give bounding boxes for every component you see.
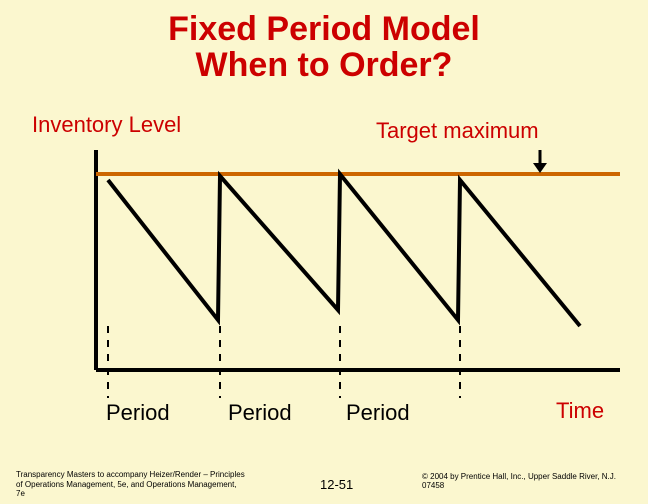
footer-copyright: © 2004 by Prentice Hall, Inc., Upper Sad…	[422, 472, 632, 490]
footer-left: Transparency Masters to accompany Heizer…	[16, 470, 246, 498]
slide: { "background_color": "#fbf7cf", "title"…	[0, 0, 648, 504]
inventory-chart	[60, 150, 620, 430]
slide-title: Fixed Period Model When to Order?	[0, 12, 648, 83]
label-target-maximum: Target maximum	[376, 118, 539, 144]
footer-page-number: 12-51	[320, 477, 353, 492]
label-inventory-level: Inventory Level	[32, 112, 181, 138]
